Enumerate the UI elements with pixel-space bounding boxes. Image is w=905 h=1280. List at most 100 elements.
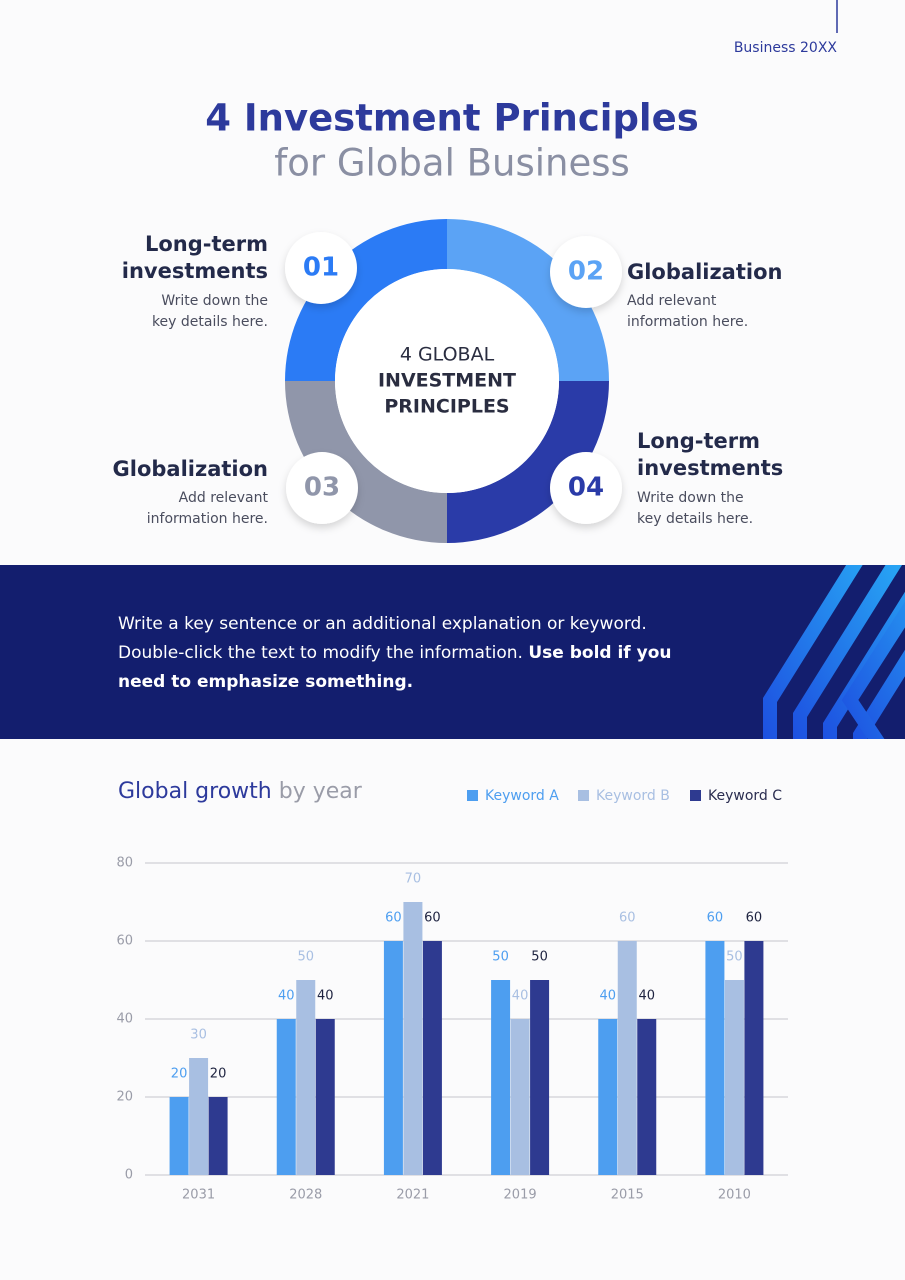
principle-title: Long-term — [145, 232, 268, 256]
x-tick-label: 2010 — [718, 1188, 751, 1203]
banner-text-bold: Use bold if you — [528, 643, 671, 663]
x-tick-label: 2031 — [182, 1188, 215, 1203]
banner-decoration — [763, 565, 905, 739]
number-badge — [550, 452, 622, 524]
principle-title: investments — [637, 456, 783, 480]
principle-number: 02 — [568, 257, 604, 287]
principle-title: Globalization — [113, 457, 268, 481]
bar — [383, 941, 403, 1175]
bar — [189, 1058, 209, 1175]
value-label: 50 — [726, 950, 743, 965]
principle-number: 03 — [304, 473, 340, 503]
chart-title-main: Global growth — [118, 779, 272, 804]
bar — [422, 941, 442, 1175]
y-tick-label: 20 — [116, 1090, 133, 1105]
number-badge — [286, 452, 358, 524]
bar — [724, 980, 744, 1175]
donut-label: INVESTMENT — [378, 370, 516, 392]
principle-description: Add relevant — [627, 293, 717, 309]
x-tick-label: 2015 — [611, 1188, 644, 1203]
banner-text: Write a key sentence or an additional ex… — [118, 614, 647, 634]
bar — [315, 1019, 335, 1175]
value-label: 60 — [707, 911, 724, 926]
principle-description: Write down the — [161, 293, 268, 309]
value-label: 70 — [405, 872, 422, 887]
legend-swatch — [578, 790, 589, 801]
legend-swatch — [467, 790, 478, 801]
y-tick-label: 0 — [125, 1168, 133, 1183]
principle-description: information here. — [627, 314, 748, 330]
donut-segment — [285, 219, 447, 381]
legend-label: Keyword C — [708, 788, 782, 804]
principle-number: 01 — [303, 253, 339, 283]
value-label: 40 — [317, 989, 334, 1004]
value-label: 30 — [190, 1028, 207, 1043]
header-label: Business 20XX — [734, 40, 838, 56]
value-label: 40 — [278, 989, 295, 1004]
principle-number: 04 — [568, 473, 604, 503]
chart-title-sub: by year — [279, 779, 363, 804]
x-tick-label: 2028 — [289, 1188, 322, 1203]
title: 4 Investment Principles — [205, 97, 699, 140]
value-label: 40 — [638, 989, 655, 1004]
principle-description: key details here. — [637, 511, 753, 527]
value-label: 20 — [210, 1067, 227, 1082]
principle-title: Long-term — [637, 429, 760, 453]
principle-description: Write down the — [637, 490, 744, 506]
principle-description: key details here. — [152, 314, 268, 330]
bar — [403, 902, 423, 1175]
principles: Long-term investments Write down the key… — [113, 232, 784, 527]
bar — [744, 941, 764, 1175]
y-tick-label: 60 — [116, 934, 133, 949]
bar — [491, 980, 511, 1175]
bar — [617, 941, 637, 1175]
banner-text: Double-click the text to modify the info… — [118, 643, 671, 663]
number-badge — [550, 236, 622, 308]
legend-swatch — [690, 790, 701, 801]
principle-description: Add relevant — [179, 490, 269, 506]
value-label: 40 — [512, 989, 529, 1004]
x-tick-label: 2021 — [396, 1188, 429, 1203]
principle-title: investments — [122, 259, 268, 283]
donut-label: PRINCIPLES — [384, 396, 509, 418]
bar — [705, 941, 725, 1175]
bar-chart: Global growth by year Keyword A Keyword B… — [116, 779, 788, 1203]
bar — [296, 980, 316, 1175]
legend-label: Keyword A — [485, 788, 559, 804]
value-label: 60 — [619, 911, 636, 926]
banner-text-part: Double-click the text to modify the info… — [118, 643, 523, 663]
value-label: 40 — [599, 989, 616, 1004]
bar — [208, 1097, 228, 1175]
value-label: 50 — [492, 950, 509, 965]
banner-background — [0, 565, 905, 739]
value-label: 60 — [746, 911, 763, 926]
bar — [598, 1019, 618, 1175]
value-label: 50 — [531, 950, 548, 965]
donut: 4 GLOBAL INVESTMENT PRINCIPLES 01 02 03 … — [285, 219, 622, 543]
value-label: 60 — [424, 911, 441, 926]
principle-description: information here. — [147, 511, 268, 527]
donut-label: 4 GLOBAL — [400, 344, 495, 366]
bar — [510, 1019, 530, 1175]
principle-title: Globalization — [627, 260, 782, 284]
bar — [637, 1019, 657, 1175]
value-label: 60 — [385, 911, 402, 926]
number-badge — [285, 232, 357, 304]
donut-hole — [335, 269, 559, 493]
banner: Write a key sentence or an additional ex… — [0, 565, 905, 739]
x-tick-label: 2019 — [504, 1188, 537, 1203]
banner-text-bold: need to emphasize something. — [118, 672, 413, 692]
legend-label: Keyword B — [596, 788, 670, 804]
value-label: 50 — [297, 950, 314, 965]
chart-title: Global growth by year — [118, 779, 363, 804]
value-label: 20 — [171, 1067, 188, 1082]
bar — [276, 1019, 296, 1175]
donut-segment — [285, 381, 447, 543]
bar — [169, 1097, 189, 1175]
subtitle: for Global Business — [274, 142, 630, 185]
y-tick-label: 40 — [116, 1012, 133, 1027]
donut-segment — [447, 219, 609, 381]
bar — [530, 980, 550, 1175]
